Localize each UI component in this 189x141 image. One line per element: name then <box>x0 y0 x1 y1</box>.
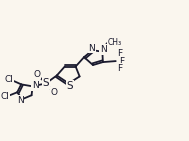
Text: O: O <box>33 70 40 79</box>
Text: F: F <box>119 57 124 66</box>
Text: N: N <box>32 81 38 90</box>
Text: S: S <box>66 81 73 91</box>
Text: N: N <box>88 44 95 53</box>
Text: O: O <box>51 88 58 97</box>
Text: S: S <box>43 78 49 88</box>
Text: CH₃: CH₃ <box>108 38 122 47</box>
Text: N: N <box>100 45 107 54</box>
Text: F: F <box>117 49 122 59</box>
Text: N: N <box>17 96 23 105</box>
Text: F: F <box>117 64 122 73</box>
Text: Cl: Cl <box>0 92 9 101</box>
Text: Cl: Cl <box>4 75 13 84</box>
